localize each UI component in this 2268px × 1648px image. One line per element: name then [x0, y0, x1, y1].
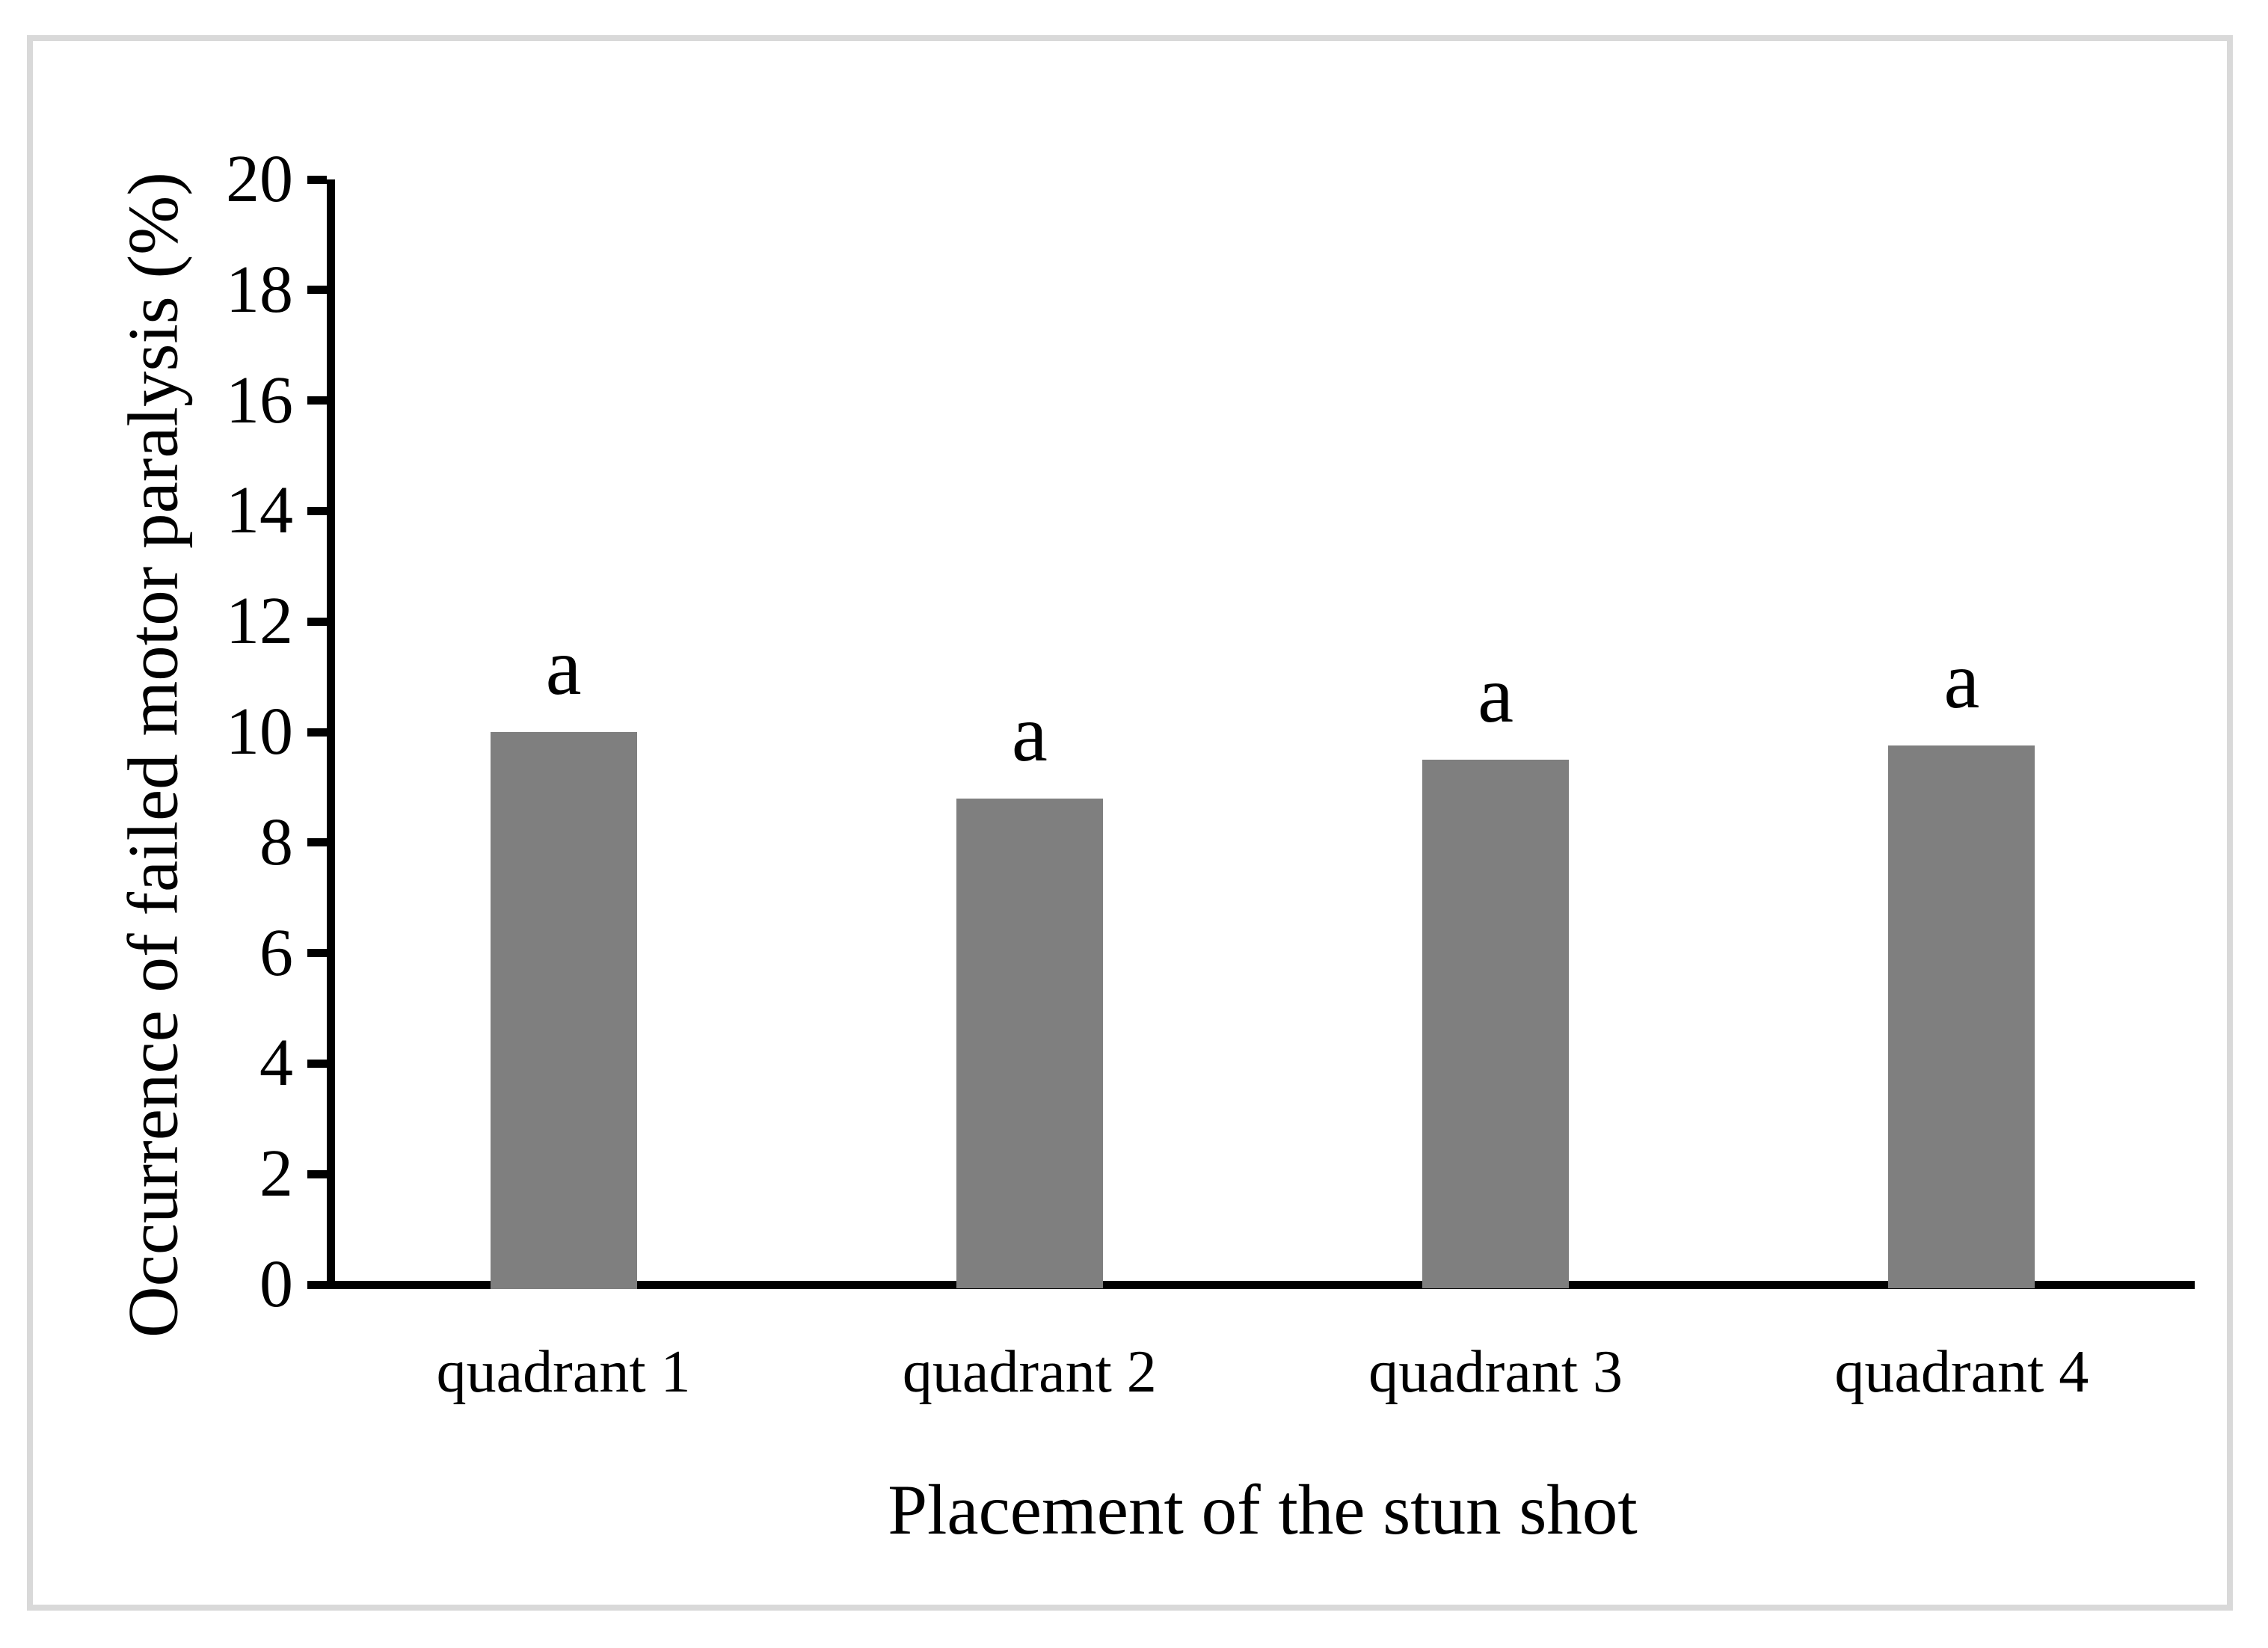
y-axis-tick [307, 1169, 327, 1178]
y-axis-tick [307, 617, 327, 626]
figure-border-frame [27, 35, 2233, 1611]
x-category-label: quadrant 1 [436, 1339, 691, 1405]
x-category-label: quadrant 2 [902, 1339, 1157, 1405]
y-axis-tick-label: 2 [259, 1137, 293, 1211]
bar-significance-label: a [1478, 650, 1514, 740]
x-category-label: quadrant 3 [1368, 1339, 1623, 1405]
x-axis-title: Placement of the stun shot [888, 1470, 1638, 1549]
bar-quadrant-1 [490, 732, 637, 1289]
y-axis-tick [307, 286, 327, 295]
x-category-label: quadrant 4 [1834, 1339, 2089, 1405]
bar-quadrant-3 [1422, 759, 1570, 1289]
y-axis-tick-label: 10 [226, 695, 293, 769]
y-axis-tick-label: 0 [259, 1247, 293, 1321]
y-axis-tick [307, 396, 327, 405]
bar-significance-label: a [1943, 636, 1980, 726]
y-axis-title: Occurrence of failed motor paralysis (%) [113, 172, 193, 1338]
y-axis-tick [307, 838, 327, 847]
x-axis-line [326, 1280, 2195, 1289]
y-axis-tick [307, 506, 327, 515]
y-axis-tick-label: 18 [226, 252, 293, 327]
y-axis-tick-label: 12 [226, 584, 293, 659]
y-axis-tick [307, 175, 327, 184]
bar-significance-label: a [1011, 689, 1048, 778]
y-axis-tick-label: 20 [226, 142, 293, 216]
y-axis-tick [307, 1059, 327, 1068]
y-axis-tick-label: 6 [259, 915, 293, 990]
y-axis-tick-label: 4 [259, 1026, 293, 1101]
bar-significance-label: a [545, 623, 582, 712]
y-axis-line [326, 179, 335, 1289]
y-axis-tick [307, 949, 327, 958]
y-axis-tick-label: 8 [259, 805, 293, 879]
y-axis-tick-label: 14 [226, 473, 293, 548]
bar-quadrant-2 [956, 798, 1103, 1289]
bar-quadrant-4 [1888, 745, 2035, 1289]
y-axis-tick-label: 16 [226, 363, 293, 437]
y-axis-tick [307, 1280, 327, 1289]
y-axis-tick [307, 728, 327, 737]
